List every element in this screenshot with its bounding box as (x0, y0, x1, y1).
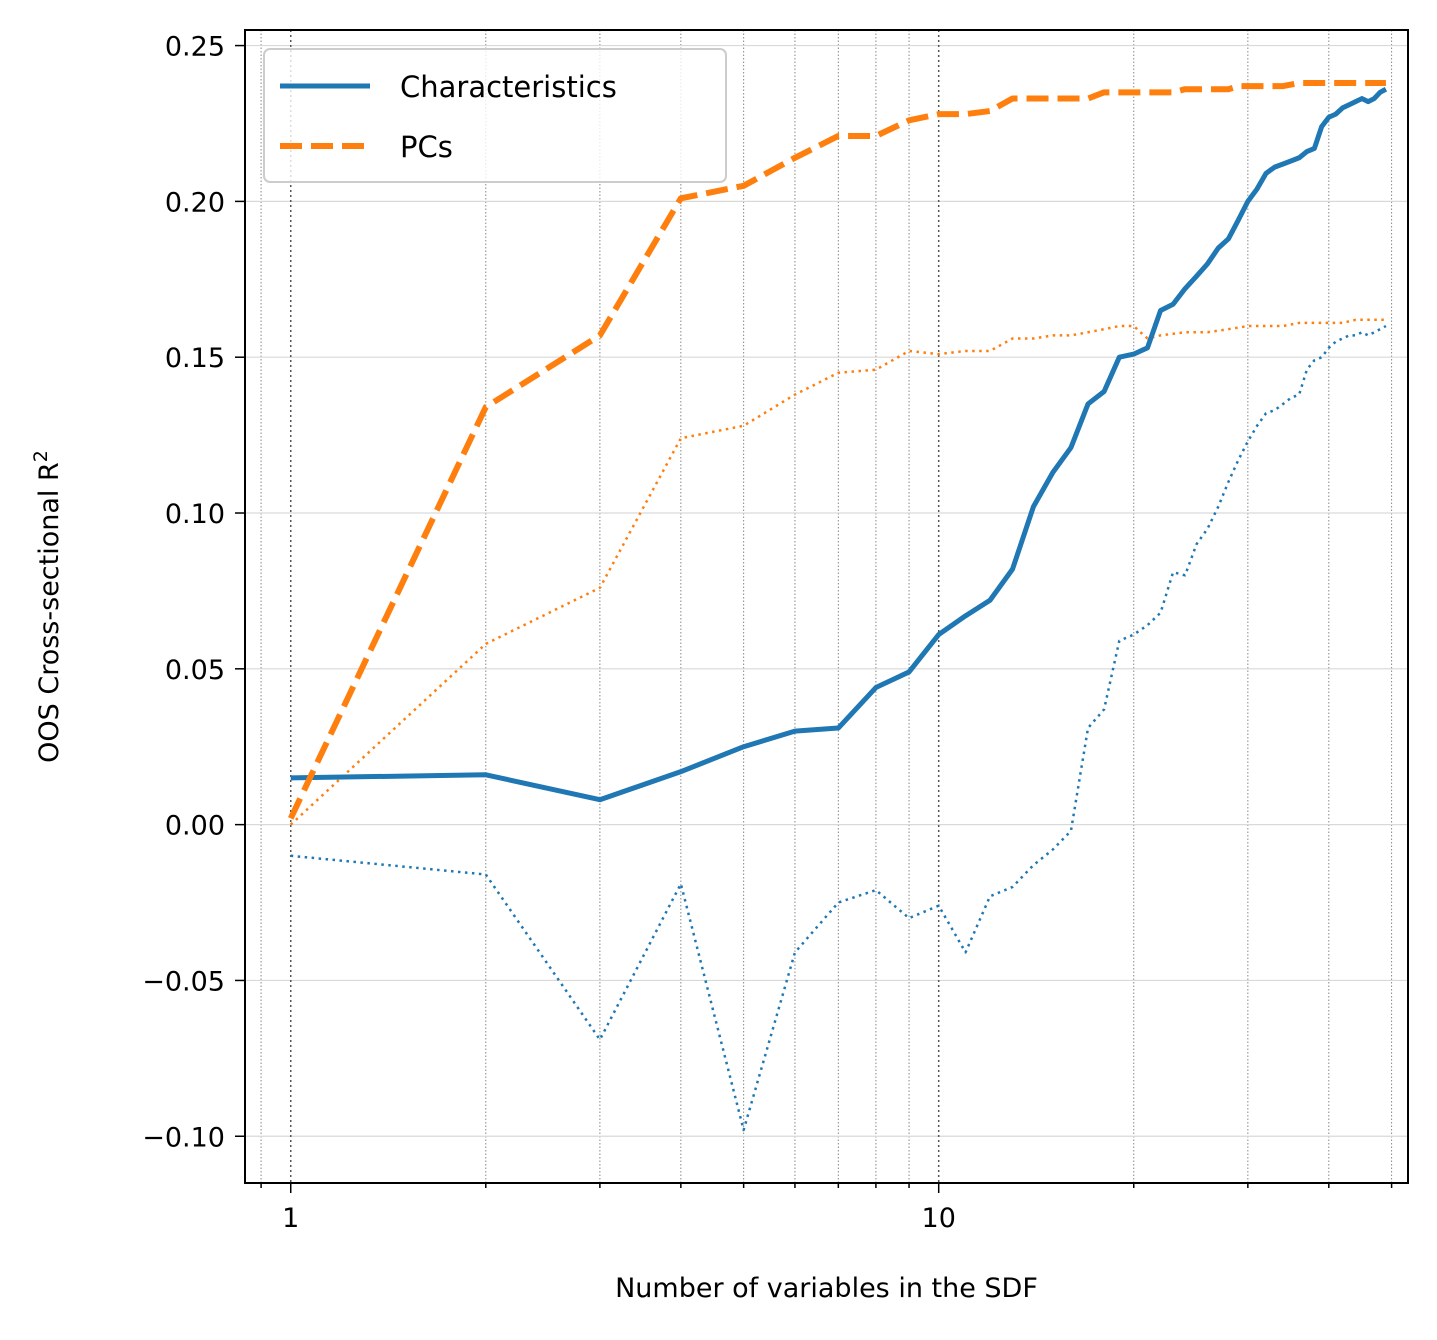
y-tick-label: 0.25 (165, 32, 225, 63)
y-tick-label: 0.00 (165, 811, 225, 842)
grid-minor (245, 30, 1408, 1183)
series-line-1-dashed (288, 79, 1386, 820)
grid-major (289, 30, 940, 1183)
y-tick-label: −0.10 (142, 1122, 225, 1153)
x-axis-label: Number of variables in the SDF (615, 1273, 1038, 1304)
series-line-2-dotted (290, 324, 1387, 1132)
y-tick-label: 0.05 (165, 655, 225, 686)
y-tick-label: 0.10 (165, 499, 225, 530)
y-axis-label-superscript: 2 (30, 450, 52, 462)
legend-box (263, 48, 727, 183)
x-axis: 1 10 (260, 1183, 1393, 1234)
plot-frame (244, 29, 1409, 1184)
y-axis: 0.25 0.20 0.15 0.10 0.05 0.00 −0.05 −0.10 (142, 32, 245, 1153)
legend: Characteristics PCs (263, 48, 727, 183)
series-line-0-solid (290, 87, 1388, 803)
y-tick-label: −0.05 (142, 966, 225, 997)
y-axis-label-text: OOS Cross-sectional R (34, 462, 65, 763)
x-tick-label: 10 (922, 1203, 956, 1234)
y-tick-label: 0.15 (165, 343, 225, 374)
x-tick-label: 1 (282, 1203, 299, 1234)
legend-label-pcs: PCs (400, 130, 453, 164)
series-layer (288, 79, 1388, 1132)
legend-label-characteristics: Characteristics (400, 70, 617, 104)
y-tick-label: 0.20 (165, 187, 225, 218)
y-axis-label: OOS Cross-sectional R2 (30, 450, 65, 763)
